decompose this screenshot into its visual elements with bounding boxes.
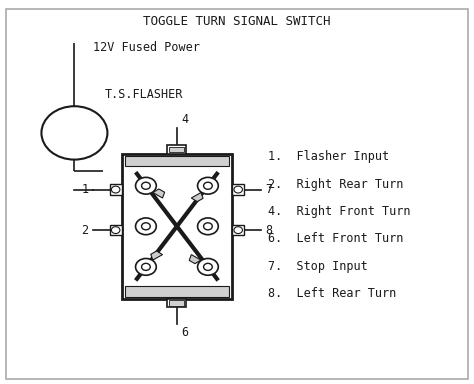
Bar (121, 154, 232, 299)
Bar (167, 146, 186, 154)
Polygon shape (189, 255, 201, 264)
Circle shape (136, 177, 156, 194)
Circle shape (136, 218, 156, 235)
Circle shape (203, 263, 212, 270)
Text: 2.  Right Rear Turn: 2. Right Rear Turn (268, 177, 403, 190)
Bar (169, 147, 184, 152)
Text: 12V Fused Power: 12V Fused Power (93, 41, 200, 55)
Circle shape (136, 258, 156, 275)
Circle shape (203, 182, 212, 189)
Text: 1.  Flasher Input: 1. Flasher Input (268, 150, 389, 163)
Circle shape (142, 223, 150, 230)
Text: 4: 4 (182, 113, 189, 126)
Circle shape (142, 182, 150, 189)
Text: 8: 8 (265, 223, 273, 237)
Polygon shape (151, 251, 163, 260)
Circle shape (198, 218, 219, 235)
Polygon shape (191, 192, 203, 202)
Text: T.S.FLASHER: T.S.FLASHER (105, 88, 183, 101)
Text: 8.  Left Rear Turn: 8. Left Rear Turn (268, 287, 396, 300)
Bar (169, 300, 184, 306)
Text: TOGGLE TURN SIGNAL SWITCH: TOGGLE TURN SIGNAL SWITCH (143, 15, 331, 28)
Text: 6: 6 (182, 326, 189, 339)
Circle shape (198, 177, 219, 194)
Circle shape (142, 263, 150, 270)
Text: 2: 2 (82, 223, 89, 237)
Circle shape (198, 258, 219, 275)
Polygon shape (153, 189, 164, 198)
Bar (125, 156, 228, 166)
Text: 7.  Stop Input: 7. Stop Input (268, 260, 367, 273)
Bar (167, 299, 186, 307)
Text: 7: 7 (265, 183, 273, 196)
Circle shape (203, 223, 212, 230)
Circle shape (234, 186, 242, 193)
Text: 6.  Left Front Turn: 6. Left Front Turn (268, 232, 403, 245)
Bar (125, 286, 228, 297)
Bar (110, 184, 121, 195)
Text: 4.  Right Front Turn: 4. Right Front Turn (268, 205, 410, 218)
Circle shape (111, 227, 120, 233)
Circle shape (234, 227, 242, 233)
Circle shape (111, 186, 120, 193)
Bar (232, 184, 244, 195)
Text: 1: 1 (82, 183, 89, 196)
Bar (232, 225, 244, 235)
Bar (110, 225, 121, 235)
